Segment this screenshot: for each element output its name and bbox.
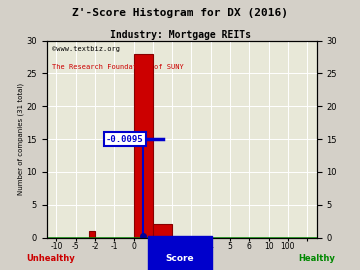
Bar <box>89 231 95 238</box>
Text: -0.0095: -0.0095 <box>106 134 144 144</box>
Text: Healthy: Healthy <box>298 254 335 262</box>
Text: The Research Foundation of SUNY: The Research Foundation of SUNY <box>52 64 184 70</box>
Text: Unhealthy: Unhealthy <box>26 254 75 262</box>
Text: ©www.textbiz.org: ©www.textbiz.org <box>52 46 120 52</box>
Text: Z'-Score Histogram for DX (2016): Z'-Score Histogram for DX (2016) <box>72 8 288 18</box>
Text: Score: Score <box>166 254 194 263</box>
Bar <box>134 54 153 238</box>
Bar <box>153 224 172 238</box>
Text: Industry: Mortgage REITs: Industry: Mortgage REITs <box>109 30 251 40</box>
Y-axis label: Number of companies (31 total): Number of companies (31 total) <box>17 83 24 195</box>
